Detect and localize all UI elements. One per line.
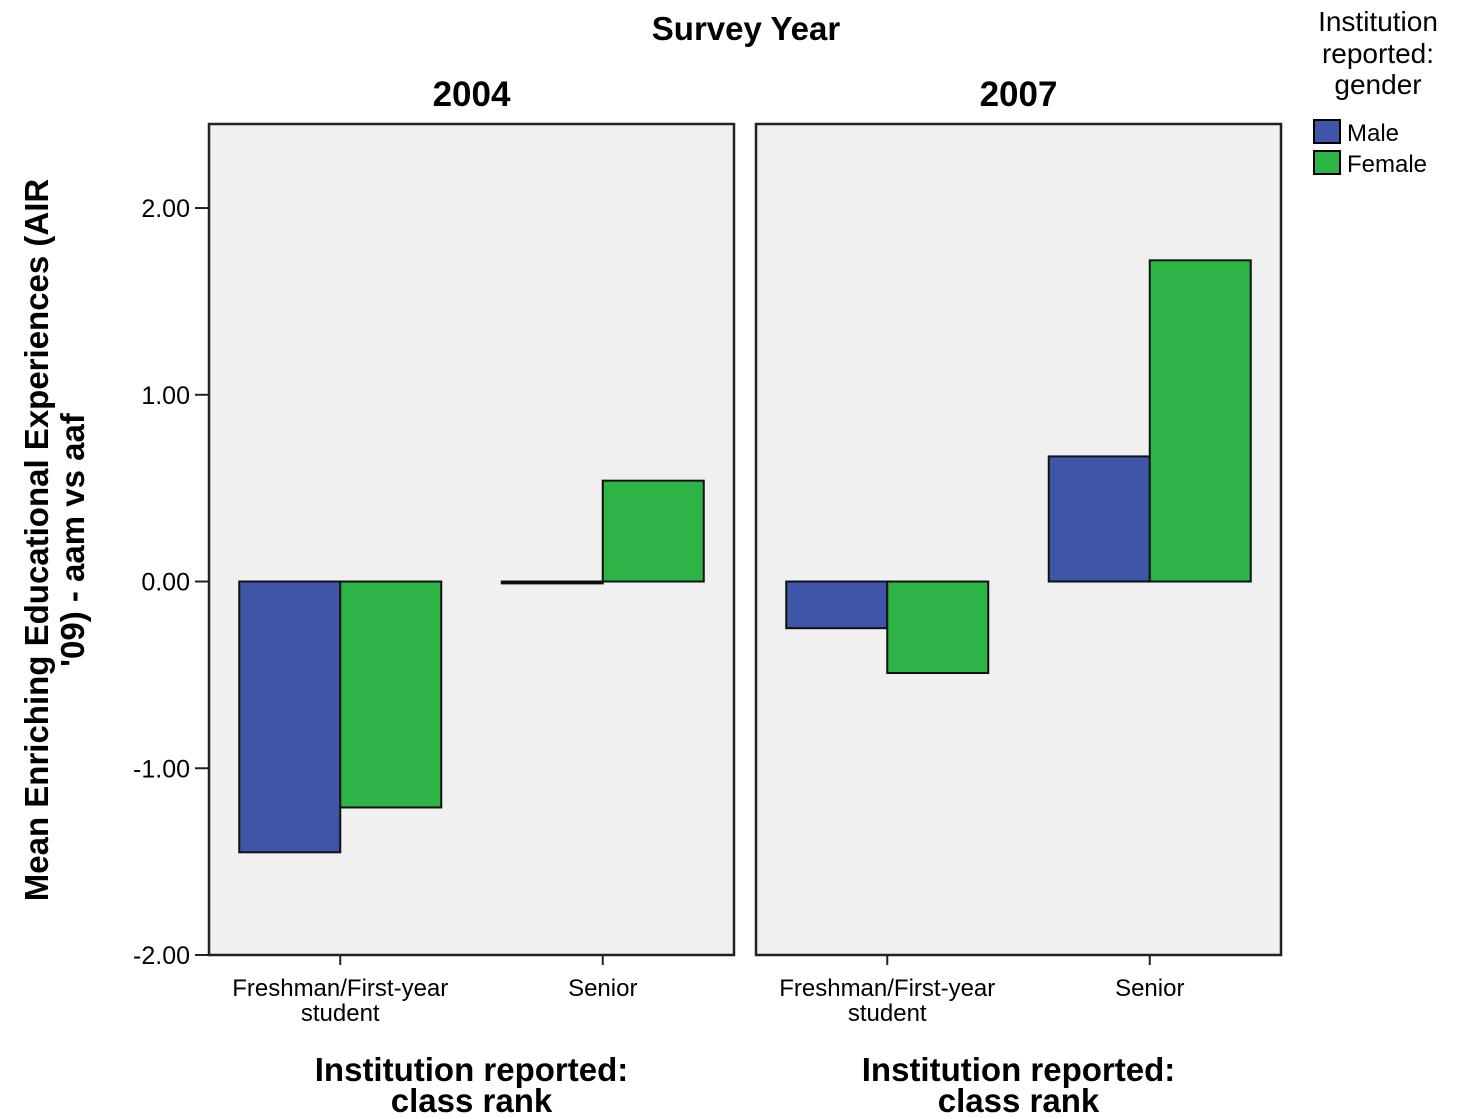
panel-title: 2004 <box>433 75 511 114</box>
y-tick-label: -1.00 <box>133 755 190 783</box>
panels: 2004Freshman/First-yearstudentSeniorInst… <box>207 75 1283 1119</box>
legend-label-female: Female <box>1347 151 1427 178</box>
legend-swatch-male <box>1313 119 1341 144</box>
legend-title-line1: Institution <box>1318 6 1438 37</box>
bar-female <box>339 580 443 809</box>
bar-male <box>1047 455 1151 583</box>
x-tick-label: Senior <box>1115 975 1184 1002</box>
x-tick-label: Senior <box>568 975 637 1002</box>
y-axis-label-line2: '09) - aam vs aaf <box>54 412 91 667</box>
y-axis-label-line1: Mean Enriching Educational Experiences (… <box>18 179 55 902</box>
x-tick-label: Freshman/First-year <box>779 975 995 1002</box>
x-tick-label: student <box>848 1000 927 1027</box>
y-axis: 2.00 1.00 0.00 -1.00 -2.00 <box>133 195 209 970</box>
legend-title-line2: reported: <box>1322 38 1434 69</box>
x-axis-label-line1: Institution reported: <box>315 1051 628 1088</box>
x-axis-label-line2: class rank <box>391 1082 553 1119</box>
y-axis-label: Mean Enriching Educational Experiences (… <box>18 179 91 902</box>
bar-female <box>1148 259 1252 583</box>
bar-female <box>601 479 705 583</box>
x-axis-label-line2: class rank <box>938 1082 1100 1119</box>
legend: Institution reported: gender Male Female <box>1313 6 1438 178</box>
x-axis-label-line1: Institution reported: <box>862 1051 1175 1088</box>
bar-male <box>238 580 342 854</box>
bar-male <box>500 580 604 585</box>
legend-swatch-female <box>1313 150 1341 175</box>
panel-title: 2007 <box>980 75 1058 114</box>
legend-label-male: Male <box>1347 120 1399 147</box>
bar-male <box>785 580 889 630</box>
y-tick-label: 0.00 <box>141 569 190 597</box>
legend-title-line3: gender <box>1334 69 1421 100</box>
chart-title: Survey Year <box>652 10 841 47</box>
bar-female <box>886 580 990 675</box>
y-tick-label: 2.00 <box>141 195 190 223</box>
y-tick-label: 1.00 <box>141 382 190 410</box>
y-tick-label: -2.00 <box>133 942 190 970</box>
x-tick-label: Freshman/First-year <box>232 975 448 1002</box>
x-tick-label: student <box>301 1000 380 1027</box>
